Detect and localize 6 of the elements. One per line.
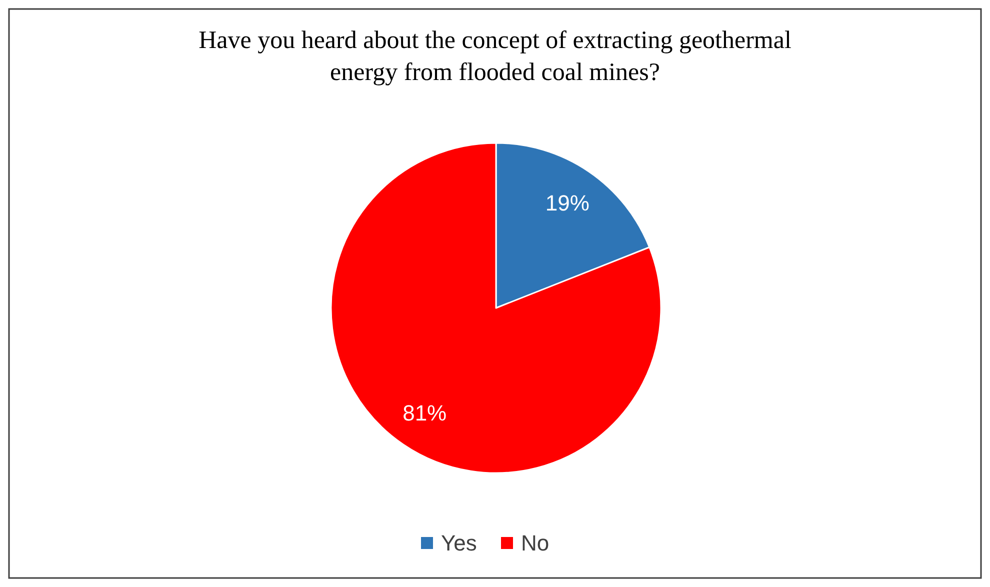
legend-label: No: [521, 530, 550, 556]
legend-label: Yes: [441, 530, 477, 556]
chart-title: Have you heard about the concept of extracting geothermal energy from flooded coal mines?: [198, 27, 792, 86]
pie-slice: [330, 142, 662, 474]
data-label: 81%: [402, 400, 447, 426]
data-label: 19%: [545, 190, 590, 216]
